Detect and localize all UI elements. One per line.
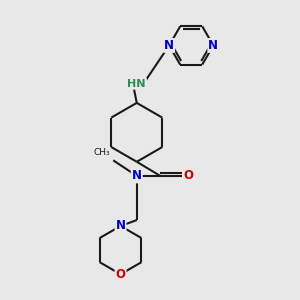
Text: N: N <box>164 39 174 52</box>
Text: CH₃: CH₃ <box>93 148 110 157</box>
Text: O: O <box>184 169 194 182</box>
Text: HN: HN <box>128 79 146 89</box>
Text: N: N <box>116 220 126 232</box>
Text: O: O <box>116 268 126 281</box>
Text: N: N <box>132 169 142 182</box>
Text: N: N <box>208 39 218 52</box>
